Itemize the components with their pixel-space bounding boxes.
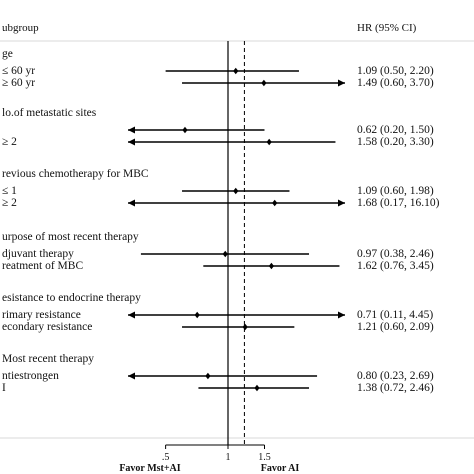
hr-point	[194, 311, 200, 319]
row-label: I	[2, 382, 6, 394]
row-label: ≥ 2	[2, 136, 17, 148]
x-tick-label: 1.5	[258, 452, 271, 463]
x-tick-label: 1	[226, 452, 231, 463]
ci-arrow	[128, 311, 135, 319]
group-title: lo.of metastatic sites	[2, 107, 97, 119]
hr-point	[261, 79, 267, 87]
ci-arrow	[338, 79, 345, 87]
group-title: esistance to endocrine therapy	[2, 292, 141, 304]
row-label: ntiestrongen	[2, 370, 59, 382]
hr-point	[242, 323, 248, 331]
row-hr-ci-text: 0.62 (0.20, 1.50)	[357, 124, 434, 136]
favor-left-label: Favor Mst+AI	[119, 463, 180, 474]
hr-point	[222, 250, 228, 258]
row-label: rimary resistance	[2, 309, 81, 321]
ci-arrow	[338, 199, 345, 207]
hr-point	[266, 138, 272, 146]
ci-arrow	[128, 126, 135, 134]
hr-point	[254, 384, 260, 392]
row-hr-ci-text: 1.38 (0.72, 2.46)	[357, 382, 434, 394]
ci-arrow	[338, 311, 345, 319]
row-hr-ci-text: 1.49 (0.60, 3.70)	[357, 77, 434, 89]
group-title: Most recent therapy	[2, 353, 94, 365]
hr-point	[205, 372, 211, 380]
row-label: ≤ 60 yr	[2, 65, 35, 77]
row-hr-ci-text: 1.62 (0.76, 3.45)	[357, 260, 434, 272]
ci-arrow	[128, 138, 135, 146]
group-title: revious chemotherapy for MBC	[2, 168, 149, 180]
row-label: econdary resistance	[2, 321, 92, 333]
row-hr-ci-text: 0.80 (0.23, 2.69)	[357, 370, 434, 382]
hr-point	[182, 126, 188, 134]
x-tick-label: .5	[162, 452, 170, 463]
ci-arrow	[128, 372, 135, 380]
row-hr-ci-text: 0.71 (0.11, 4.45)	[357, 309, 433, 321]
header-hr-ci: HR (95% CI)	[357, 22, 417, 34]
row-label: djuvant therapy	[2, 248, 74, 260]
hr-point	[233, 67, 239, 75]
header-subgroup: ubgroup	[2, 22, 39, 34]
row-hr-ci-text: 1.09 (0.60, 1.98)	[357, 185, 434, 197]
row-hr-ci-text: 0.97 (0.38, 2.46)	[357, 248, 434, 260]
row-label: ≥ 2	[2, 197, 17, 209]
hr-point	[233, 187, 239, 195]
group-title: ge	[2, 48, 13, 60]
row-hr-ci-text: 1.68 (0.17, 16.10)	[357, 197, 440, 209]
row-hr-ci-text: 1.09 (0.50, 2.20)	[357, 65, 434, 77]
hr-point	[272, 199, 278, 207]
row-label: ≤ 1	[2, 185, 17, 197]
ci-arrow	[128, 199, 135, 207]
row-hr-ci-text: 1.21 (0.60, 2.09)	[357, 321, 434, 333]
group-title: urpose of most recent therapy	[2, 231, 139, 243]
row-hr-ci-text: 1.58 (0.20, 3.30)	[357, 136, 434, 148]
favor-right-label: Favor AI	[261, 463, 300, 474]
hr-point	[268, 262, 275, 270]
row-label: ≥ 60 yr	[2, 77, 35, 89]
row-label: reatment of MBC	[2, 260, 83, 272]
